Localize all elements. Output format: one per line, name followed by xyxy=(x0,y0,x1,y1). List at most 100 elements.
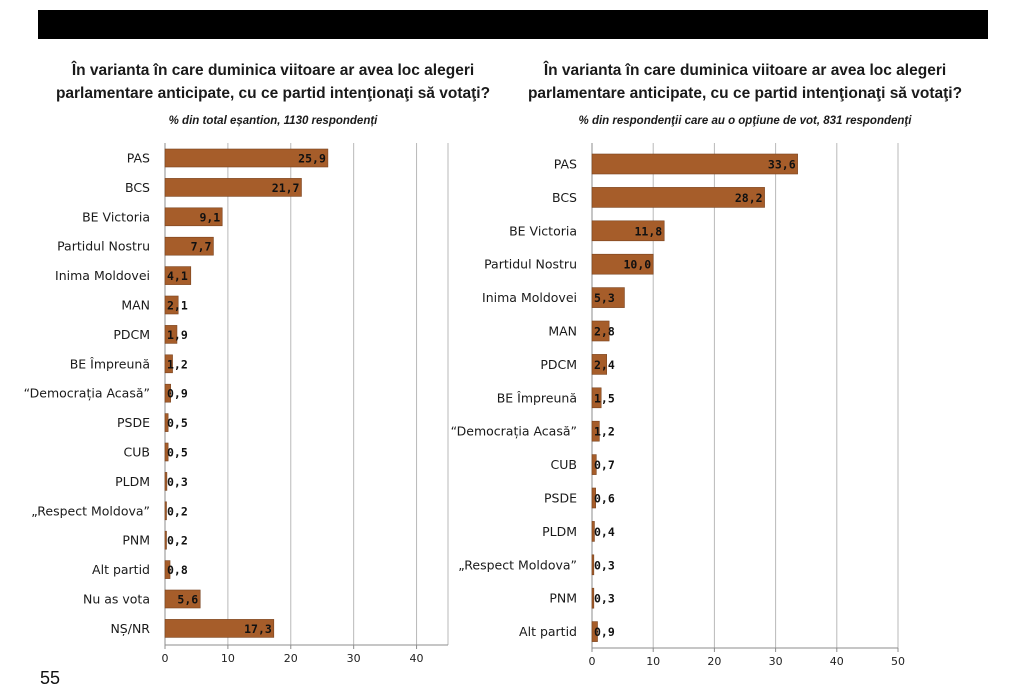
chart2-value-label: 1,2 xyxy=(594,425,615,439)
chart2-category-label: Inima Moldovei xyxy=(482,290,577,305)
chart2-category-label: BE Victoria xyxy=(509,223,577,238)
chart1-value-label: 7,7 xyxy=(191,240,212,254)
chart1-title-line-1: În varianta în care duminica viitoare ar… xyxy=(71,61,474,79)
chart1-category-label: Alt partid xyxy=(92,562,150,577)
chart1-bar xyxy=(164,266,192,285)
chart2-x-tick-label: 50 xyxy=(891,655,905,668)
chart1-value-label: 1,9 xyxy=(167,328,188,342)
chart2-category-label: MAN xyxy=(548,324,577,339)
chart1-bar xyxy=(164,354,173,374)
chart1-bar xyxy=(164,619,275,638)
chart2-value-label: 0,6 xyxy=(594,492,615,506)
chart2-category-label: Partidul Nostru xyxy=(484,257,577,272)
chart1-value-label: 17,3 xyxy=(244,622,272,636)
chart2-x-tick-label: 40 xyxy=(830,655,844,668)
chart1-value-label: 0,3 xyxy=(167,475,188,489)
chart1-bar xyxy=(164,472,168,491)
chart2-bar xyxy=(591,287,625,308)
chart1-value-label: 25,9 xyxy=(298,152,326,166)
chart2-category-label: BCS xyxy=(552,190,577,205)
chart1-subtitle: % din total eșantion, 1130 respondenți xyxy=(169,115,379,127)
chart1-category-label: BE Împreună xyxy=(70,356,150,371)
chart2-value-label: 2,8 xyxy=(594,325,615,339)
chart2-category-label: „Respect Moldova” xyxy=(458,557,577,572)
chart2-value-label: 0,7 xyxy=(594,458,615,472)
chart1-bar xyxy=(164,560,171,579)
chart1-category-label: BCS xyxy=(125,180,150,195)
chart1-bar xyxy=(164,383,171,403)
chart1-bar xyxy=(164,589,201,609)
chart1-x-tick-label: 20 xyxy=(284,652,298,665)
chart1-category-label: BE Victoria xyxy=(82,209,150,224)
chart1-bar xyxy=(164,530,167,550)
chart1-category-label: Inima Moldovei xyxy=(55,268,150,283)
chart1-category-label: PAS xyxy=(127,151,150,166)
chart2-bar xyxy=(591,153,798,175)
chart1-category-label: „Respect Moldova” xyxy=(31,503,150,518)
chart1-value-label: 0,8 xyxy=(167,563,188,577)
chart2-value-label: 28,2 xyxy=(735,191,763,205)
chart1-category-label: “Democrația Acasă” xyxy=(24,386,150,401)
chart1-category-label: PDCM xyxy=(113,327,150,342)
chart1-x-tick-label: 10 xyxy=(221,652,235,665)
chart2-value-label: 10,0 xyxy=(623,258,651,272)
chart2-bar xyxy=(591,621,598,642)
chart2-category-label: PSDE xyxy=(544,491,577,506)
chart1-value-label: 21,7 xyxy=(272,181,300,195)
chart1-bar xyxy=(164,295,179,315)
header-black-bar xyxy=(38,10,988,39)
chart1-x-tick-label: 30 xyxy=(347,652,361,665)
chart1-value-label: 1,2 xyxy=(167,357,188,371)
chart2-value-label: 2,4 xyxy=(594,358,615,372)
chart2-x-tick-label: 10 xyxy=(646,655,660,668)
chart1-value-label: 0,9 xyxy=(167,387,188,401)
chart1-bar xyxy=(164,442,169,462)
chart1-bar xyxy=(164,236,214,256)
chart2-category-label: PDCM xyxy=(540,357,577,372)
chart2-bar xyxy=(591,454,597,475)
chart1-value-label: 0,5 xyxy=(167,446,188,460)
chart1-category-label: Partidul Nostru xyxy=(57,239,150,254)
chart1-category-label: PNM xyxy=(122,533,150,548)
chart2-bar xyxy=(591,554,595,576)
chart2-bar xyxy=(591,587,595,609)
chart2-bar xyxy=(591,253,654,275)
chart1-bar xyxy=(164,501,167,521)
chart2-value-label: 1,5 xyxy=(594,391,615,405)
page-number: 55 xyxy=(40,668,61,688)
chart1-bar xyxy=(164,325,178,344)
chart2-value-label: 0,9 xyxy=(594,625,615,639)
chart2-value-label: 5,3 xyxy=(594,291,615,305)
chart2-x-tick-label: 20 xyxy=(707,655,721,668)
chart1-value-label: 0,2 xyxy=(167,534,188,548)
chart1-value-label: 4,1 xyxy=(167,269,188,283)
chart2-value-label: 33,6 xyxy=(768,158,796,172)
chart2-title-line-1: În varianta în care duminica viitoare ar… xyxy=(543,61,946,79)
chart2-category-label: PNM xyxy=(549,591,577,606)
chart1-value-label: 5,6 xyxy=(177,593,198,607)
chart2-category-label: “Democrația Acasă” xyxy=(451,424,577,439)
chart2-bar xyxy=(591,521,595,542)
chart2-bar xyxy=(591,420,600,442)
chart2-value-label: 0,3 xyxy=(594,592,615,606)
chart1-category-label: MAN xyxy=(121,298,150,313)
chart2-value-label: 0,3 xyxy=(594,558,615,572)
chart2-value-label: 11,8 xyxy=(635,224,663,238)
chart2-x-tick-label: 0 xyxy=(589,655,596,668)
chart2-category-label: Alt partid xyxy=(519,624,577,639)
chart2-bar xyxy=(591,320,610,342)
chart1-title-line-2: parlamentare anticipate, cu ce partid in… xyxy=(56,85,490,102)
chart1-x-tick-label: 0 xyxy=(162,652,169,665)
chart2-bar xyxy=(591,354,607,375)
chart2-value-label: 0,4 xyxy=(594,525,615,539)
chart1-bar xyxy=(164,207,223,227)
chart2-category-label: PAS xyxy=(554,157,577,172)
chart2-bar xyxy=(591,220,665,242)
chart1-value-label: 2,1 xyxy=(167,299,188,313)
chart2-bar xyxy=(591,387,602,409)
chart1-bar xyxy=(164,413,169,432)
chart1-category-label: Nu as vota xyxy=(83,592,150,607)
chart1-category-label: PSDE xyxy=(117,415,150,430)
chart2-title-line-2: parlamentare anticipate, cu ce partid in… xyxy=(528,85,962,102)
